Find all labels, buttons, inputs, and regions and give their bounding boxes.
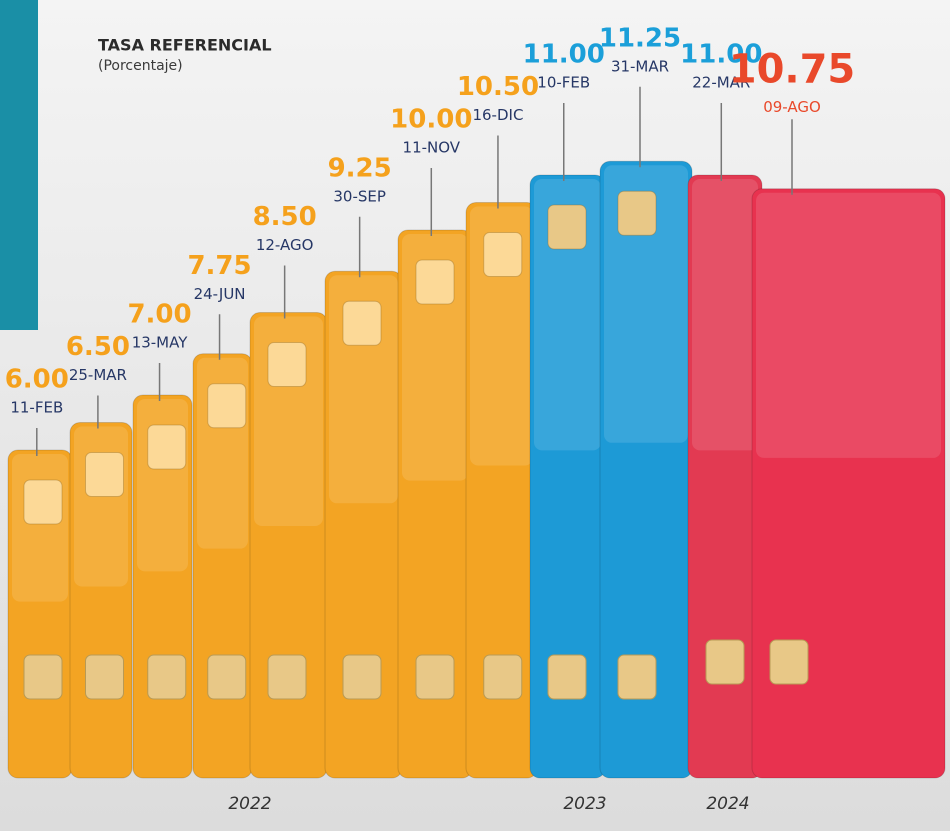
date-label: 11-NOV — [403, 139, 461, 157]
year-label: 2024 — [706, 794, 749, 814]
card-chip — [547, 654, 587, 700]
card-chip-top — [342, 300, 382, 346]
year-label: 2023 — [563, 794, 606, 814]
card-chip-top — [483, 232, 523, 277]
date-label: 31-MAR — [611, 57, 669, 75]
card — [751, 188, 946, 779]
card-chip-top — [617, 190, 657, 236]
value-label: 10.50 — [457, 72, 539, 102]
card-chip — [85, 654, 124, 700]
value-label: 11.25 — [599, 23, 681, 53]
value-label: 6.50 — [66, 332, 130, 362]
chart-title: TASA REFERENCIAL — [98, 36, 272, 55]
date-label: 30-SEP — [333, 187, 386, 205]
year-label: 2022 — [228, 794, 271, 814]
card-shine — [74, 426, 128, 587]
date-label: 09-AGO — [763, 98, 821, 116]
value-label: 7.75 — [187, 251, 251, 281]
value-label: 10.75 — [729, 46, 856, 92]
card-chip-top — [207, 383, 247, 429]
date-label: 24-JUN — [194, 285, 246, 303]
card-chip-top — [267, 342, 307, 387]
card-chip — [617, 654, 657, 700]
value-label: 9.25 — [328, 153, 392, 183]
card-chip-top — [147, 424, 187, 470]
card-shine — [12, 454, 68, 602]
date-label: 13-MAY — [132, 334, 189, 352]
card-chip — [267, 654, 307, 700]
value-label: 6.00 — [5, 365, 69, 395]
date-label: 25-MAR — [69, 366, 127, 384]
date-label: 10-FEB — [537, 74, 590, 92]
card-chip-top — [85, 452, 124, 497]
card-chip-top — [415, 259, 455, 305]
value-label: 11.00 — [680, 40, 762, 70]
card-chip — [415, 654, 455, 700]
card-chip — [769, 639, 809, 685]
card-chip — [342, 654, 382, 700]
card-chip — [483, 654, 523, 700]
card-chip-top — [547, 204, 587, 250]
date-label: 11-FEB — [10, 399, 63, 417]
date-label: 12-AGO — [256, 236, 314, 254]
date-label: 16-DIC — [472, 106, 523, 124]
value-label: 10.00 — [390, 105, 472, 135]
card-shine — [692, 179, 758, 451]
date-label: 22-MAR — [692, 74, 750, 92]
value-label: 7.00 — [127, 300, 191, 330]
card-chip — [705, 639, 745, 685]
value-label: 8.50 — [253, 202, 317, 232]
card-shine — [756, 192, 941, 458]
card-chip — [23, 654, 63, 700]
card-chip — [207, 654, 247, 700]
chart-subtitle: (Porcentaje) — [98, 58, 183, 74]
value-label: 11.00 — [523, 40, 605, 70]
card-chip-top — [23, 479, 63, 525]
card-chip — [147, 654, 187, 700]
accent-bar — [0, 0, 38, 330]
